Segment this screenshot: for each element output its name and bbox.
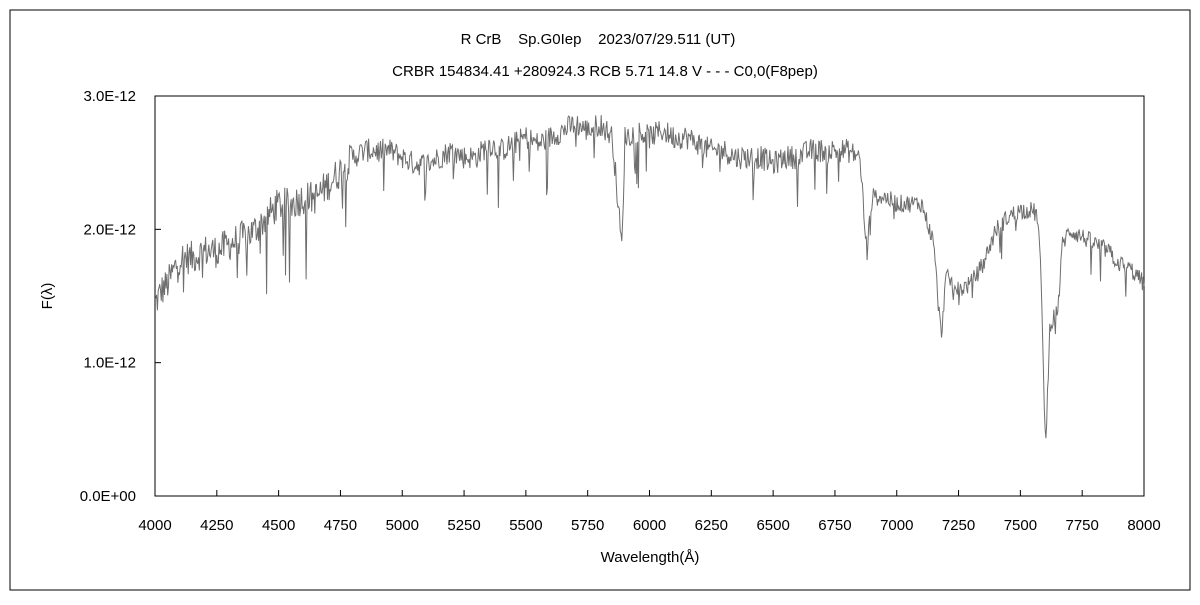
x-tick-label: 8000 bbox=[1127, 517, 1160, 534]
x-tick-label: 7000 bbox=[880, 517, 913, 534]
x-tick-label: 6500 bbox=[756, 517, 789, 534]
x-tick-label: 5500 bbox=[509, 517, 542, 534]
x-tick-label: 4750 bbox=[324, 517, 357, 534]
y-tick-label: 3.0E-12 bbox=[83, 88, 136, 105]
x-tick-label: 4500 bbox=[262, 517, 295, 534]
y-tick-label: 0.0E+00 bbox=[80, 488, 136, 505]
x-axis: 4000 4250 4500 4750 5000 5250 5500 5750 6000 6250… bbox=[138, 490, 1161, 534]
chart-title: R CrB Sp.G0Iep 2023/07/29.511 (UT) bbox=[461, 31, 736, 48]
x-tick-label: 5750 bbox=[571, 517, 604, 534]
x-tick-label: 7250 bbox=[942, 517, 975, 534]
spectrum-line bbox=[154, 115, 1145, 439]
y-axis-label: F(λ) bbox=[39, 283, 56, 310]
x-tick-label: 6750 bbox=[818, 517, 851, 534]
x-tick-label: 5250 bbox=[447, 517, 480, 534]
x-tick-label: 5000 bbox=[386, 517, 419, 534]
x-tick-label: 6250 bbox=[695, 517, 728, 534]
x-tick-label: 4250 bbox=[200, 517, 233, 534]
x-tick-label: 6000 bbox=[633, 517, 666, 534]
x-tick-label: 7500 bbox=[1004, 517, 1037, 534]
x-tick-label: 4000 bbox=[138, 517, 171, 534]
chart-subtitle: CRBR 154834.41 +280924.3 RCB 5.71 14.8 V… bbox=[392, 63, 818, 80]
y-tick-label: 2.0E-12 bbox=[83, 221, 136, 238]
plot-area bbox=[154, 95, 1145, 497]
x-tick-label: 7750 bbox=[1066, 517, 1099, 534]
x-axis-label: Wavelength(Å) bbox=[601, 549, 700, 566]
y-axis: 0.0E+00 1.0E-12 2.0E-12 3.0E-12 bbox=[80, 88, 161, 505]
y-tick-label: 1.0E-12 bbox=[83, 355, 136, 372]
